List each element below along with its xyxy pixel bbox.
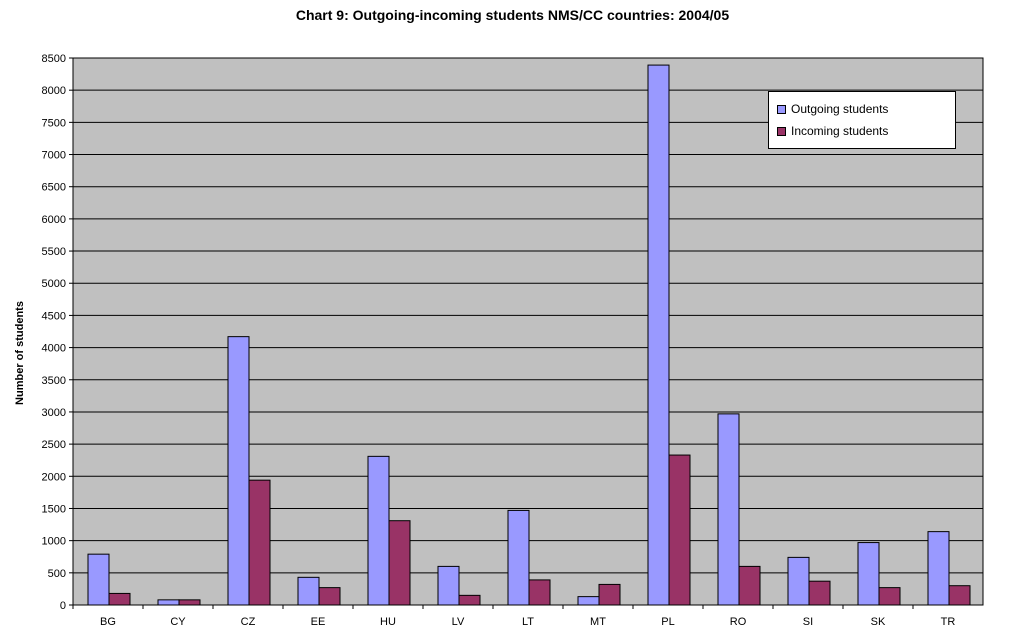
x-tick-label-hu: HU — [380, 616, 396, 628]
y-tick-label: 2500 — [42, 439, 66, 451]
y-tick-label: 500 — [48, 568, 66, 580]
y-tick-label: 4500 — [42, 310, 66, 322]
bar-incoming-lv — [458, 594, 481, 606]
bar-outgoing-lt — [507, 509, 530, 606]
x-tick-label-pl: PL — [661, 616, 674, 628]
bar-incoming-hu — [388, 520, 411, 606]
y-tick-label: 6000 — [42, 214, 66, 226]
bar-outgoing-mt — [577, 596, 600, 606]
bar-outgoing-hu — [367, 455, 390, 606]
x-tick-label-ee: EE — [311, 616, 326, 628]
x-tick-label-mt: MT — [590, 616, 606, 628]
x-tick-label-cz: CZ — [241, 616, 256, 628]
legend: Outgoing students Incoming students — [768, 91, 956, 149]
bar-incoming-mt — [598, 583, 621, 606]
bar-incoming-si — [808, 580, 831, 606]
bar-incoming-cz — [248, 479, 271, 606]
bar-outgoing-ro — [717, 413, 740, 606]
y-tick-label: 0 — [60, 600, 66, 612]
bar-outgoing-lv — [437, 565, 460, 606]
legend-swatch-incoming — [777, 126, 786, 136]
legend-label-incoming: Incoming students — [791, 124, 889, 138]
x-tick-label-lt: LT — [522, 616, 534, 628]
bar-outgoing-si — [787, 556, 810, 606]
y-tick-label: 8500 — [42, 53, 66, 65]
x-tick-label-bg: BG — [100, 616, 116, 628]
x-tick-label-lv: LV — [452, 616, 465, 628]
bar-incoming-bg — [108, 592, 131, 606]
x-tick-label-cy: CY — [170, 616, 186, 628]
bar-outgoing-pl — [647, 64, 670, 606]
bar-incoming-tr — [948, 585, 971, 606]
chart-title: Chart 9: Outgoing-incoming students NMS/… — [295, 7, 730, 23]
y-tick-label: 7500 — [42, 117, 66, 129]
bar-incoming-ro — [738, 565, 761, 606]
y-tick-label: 6500 — [42, 182, 66, 194]
legend-label-outgoing: Outgoing students — [791, 102, 889, 116]
bar-incoming-pl — [668, 454, 691, 606]
bar-incoming-lt — [528, 579, 551, 606]
x-tick-label-sk: SK — [871, 616, 886, 628]
y-tick-label: 1500 — [42, 503, 66, 515]
x-tick-label-tr: TR — [941, 616, 956, 628]
bar-outgoing-cz — [227, 336, 250, 606]
legend-item-outgoing: Outgoing students — [777, 98, 955, 120]
y-tick-label: 4000 — [42, 343, 66, 355]
legend-item-incoming: Incoming students — [777, 120, 955, 142]
y-tick-label: 1000 — [42, 536, 66, 548]
bar-incoming-ee — [318, 587, 341, 606]
y-tick-label: 3500 — [42, 375, 66, 387]
x-tick-label-ro: RO — [730, 616, 747, 628]
y-tick-label: 2000 — [42, 471, 66, 483]
x-tick-label-si: SI — [803, 616, 813, 628]
legend-swatch-outgoing — [777, 104, 786, 114]
bar-outgoing-sk — [857, 542, 880, 606]
bar-outgoing-ee — [297, 576, 320, 606]
y-tick-label: 3000 — [42, 407, 66, 419]
bar-outgoing-tr — [927, 531, 950, 606]
bar-incoming-cy — [178, 599, 201, 606]
y-tick-label: 8000 — [42, 85, 66, 97]
y-tick-label: 7000 — [42, 150, 66, 162]
y-tick-label: 5000 — [42, 278, 66, 290]
bar-outgoing-cy — [157, 599, 180, 606]
bar-outgoing-bg — [87, 553, 110, 606]
y-tick-label: 5500 — [42, 246, 66, 258]
bar-incoming-sk — [878, 587, 901, 606]
